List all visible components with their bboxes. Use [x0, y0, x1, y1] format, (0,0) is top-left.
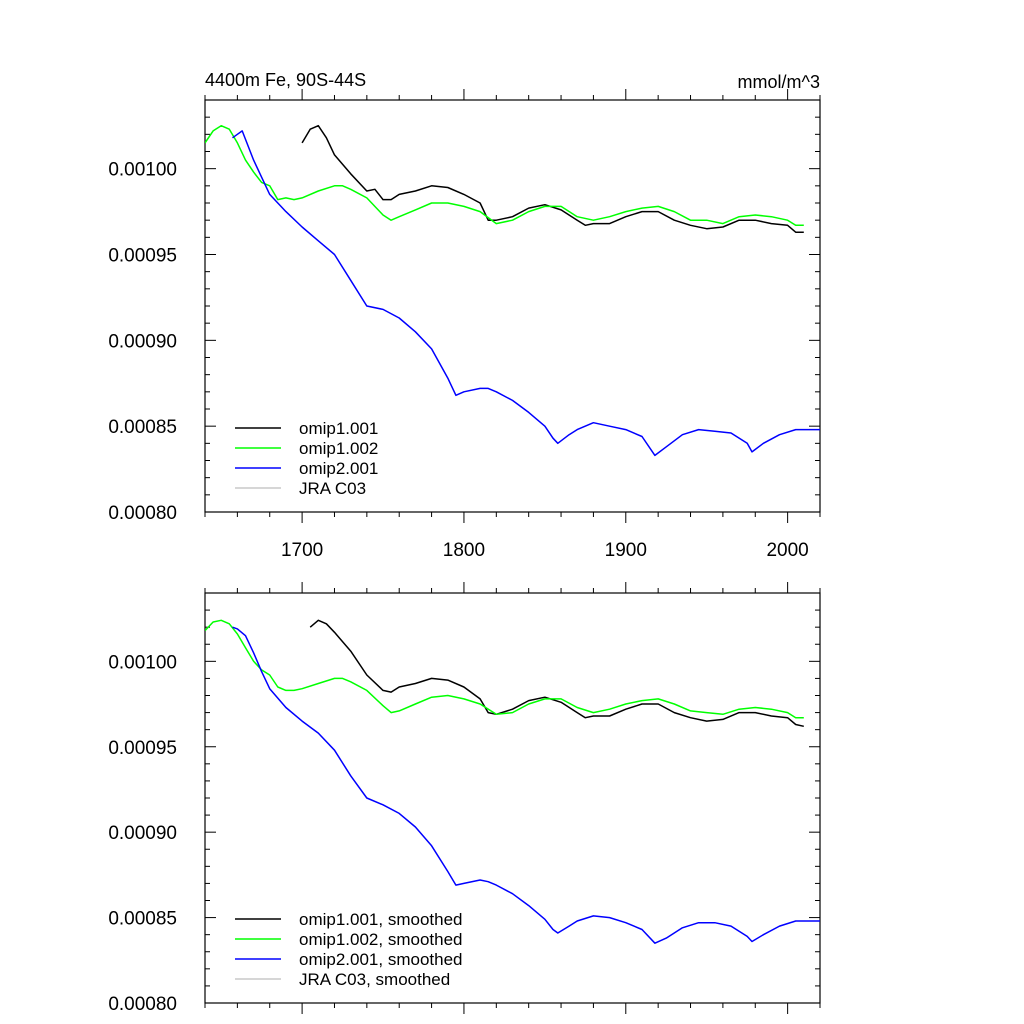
series-line-omip1-001 — [301, 124, 804, 233]
x-tick-label: 1900 — [605, 540, 647, 561]
x-tick-label: 1800 — [443, 540, 485, 561]
legend-label: omip1.001, smoothed — [299, 910, 463, 929]
plot-frame — [204, 99, 821, 513]
y-tick-label: 0.00080 — [108, 503, 177, 524]
y-tick-label: 0.00080 — [108, 994, 177, 1015]
series-line-omip2-001 — [232, 130, 820, 457]
y-tick-label: 0.00090 — [108, 331, 177, 352]
series-line-omip1-002-smoothed — [205, 619, 804, 719]
series-line-omip2-001-smoothed — [232, 626, 820, 944]
x-tick-label: 2000 — [766, 540, 808, 561]
plot-frame — [204, 592, 821, 1004]
series-line-omip1-001-smoothed — [309, 619, 804, 728]
legend-label: omip2.001 — [299, 459, 378, 478]
y-tick-label: 0.00085 — [108, 909, 177, 930]
series-line-omip1-002 — [205, 124, 804, 227]
x-tick-label: 1700 — [281, 540, 323, 561]
units-label: mmol/m^3 — [738, 72, 820, 92]
legend-label: omip1.001 — [299, 419, 378, 438]
y-tick-label: 0.00085 — [108, 417, 177, 438]
legend-label: omip1.002, smoothed — [299, 930, 463, 949]
chart-title: 4400m Fe, 90S-44S — [205, 70, 366, 90]
y-tick-label: 0.00095 — [108, 738, 177, 759]
top-panel: 4400m Fe, 90S-44S mmol/m^3 1700 1800 1900 2… — [108, 70, 821, 561]
legend-label: omip1.002 — [299, 439, 378, 458]
legend-label: omip2.001, smoothed — [299, 950, 463, 969]
legend-label: JRA C03 — [299, 479, 366, 498]
bottom-panel: 0.00080 0.00085 0.00090 0.00095 0.00100 omip1… — [108, 582, 821, 1015]
y-tick-label: 0.00100 — [108, 652, 177, 673]
y-tick-label: 0.00095 — [108, 246, 177, 267]
y-tick-label: 0.00090 — [108, 823, 177, 844]
y-tick-label: 0.00100 — [108, 160, 177, 181]
legend-label: JRA C03, smoothed — [299, 970, 450, 989]
